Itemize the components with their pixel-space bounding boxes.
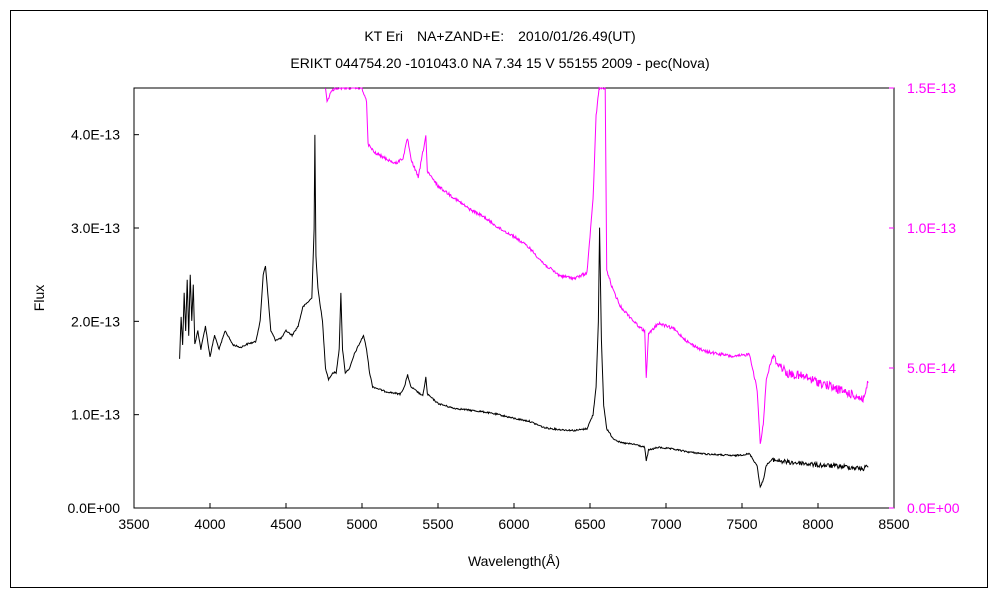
x-tick-label: 7000 <box>650 516 681 532</box>
y-axis-label: Flux <box>31 285 47 311</box>
y-axis-ticks: 0.0E+00 1.0E-13 2.0E-13 3.0E-13 4.0E-13 <box>67 127 139 516</box>
series-layer <box>179 86 869 489</box>
y-tick-label: 3.0E-13 <box>71 220 120 236</box>
x-tick-label: 5500 <box>422 516 453 532</box>
x-tick-label: 4000 <box>194 516 225 532</box>
y-tick-label: 2.0E-13 <box>71 313 120 329</box>
chart-title: KT Eri NA+ZAND+E: 2010/01/26.49(UT) <box>364 28 635 44</box>
x-tick-label: 6500 <box>574 516 605 532</box>
spectrum-line-black <box>179 134 869 489</box>
y2-tick-label: 1.0E-13 <box>907 220 956 236</box>
plot-area <box>133 87 895 509</box>
y2-tick-label: 5.0E-14 <box>907 360 956 376</box>
y2-tick-label: 1.5E-13 <box>907 80 956 96</box>
chart-subtitle: ERIKT 044754.20 -101043.0 NA 7.34 15 V 5… <box>290 55 709 71</box>
x-tick-label: 8000 <box>802 516 833 532</box>
spectrum-line-magenta <box>325 86 869 444</box>
x-axis-label: Wavelength(Å) <box>468 553 560 569</box>
x-tick-label: 8500 <box>878 516 909 532</box>
x-tick-label: 4500 <box>270 516 301 532</box>
y-tick-label: 4.0E-13 <box>71 127 120 143</box>
x-tick-label: 6000 <box>498 516 529 532</box>
x-tick-label: 7500 <box>726 516 757 532</box>
y2-axis-ticks: 0.0E+00 5.0E-14 1.0E-13 1.5E-13 <box>889 80 960 516</box>
x-axis-ticks: 3500 4000 4500 5000 5500 6000 6500 7000 7500 8000… <box>118 503 910 532</box>
chart-frame <box>10 10 988 588</box>
y2-tick-label: 0.0E+00 <box>907 500 960 516</box>
y-tick-label: 0.0E+00 <box>67 500 120 516</box>
y-tick-label: 1.0E-13 <box>71 407 120 423</box>
x-tick-label: 3500 <box>118 516 149 532</box>
x-tick-label: 5000 <box>346 516 377 532</box>
